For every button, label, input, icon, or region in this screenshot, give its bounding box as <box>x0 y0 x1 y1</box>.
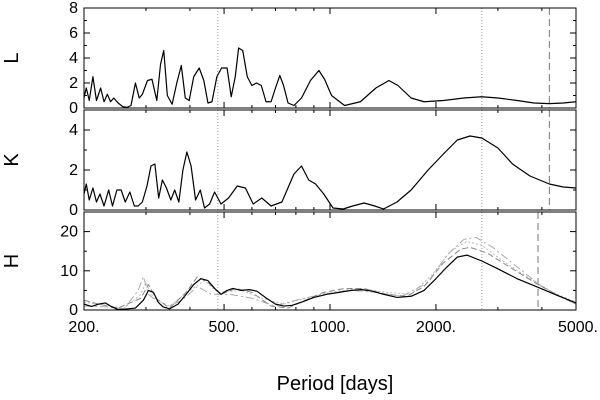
y-tick-label: 4 <box>69 122 78 139</box>
panel-label-l: L <box>1 52 23 63</box>
y-tick-label: 6 <box>69 25 78 42</box>
series-line-h-dashed <box>84 246 576 309</box>
series-line-l-solid <box>84 47 576 108</box>
panel-l: 0 2 4 6 8 L <box>1 0 577 117</box>
y-tick-label: 2 <box>69 162 78 179</box>
y-tick-label: 4 <box>69 50 78 67</box>
series-line-h-dashdot <box>84 236 576 310</box>
y-tick-label: 2 <box>69 75 78 92</box>
series-line-k-solid <box>84 135 576 210</box>
series-line-h-dotted <box>84 240 576 309</box>
x-tick-label: 500. <box>208 319 239 336</box>
panel-h: 0 10 20 H <box>1 211 577 319</box>
series-line-h-solid <box>84 254 576 310</box>
y-tick-label: 0 <box>69 202 78 219</box>
x-tick-label: 1000. <box>310 319 350 336</box>
panel-label-k: K <box>1 153 23 167</box>
x-tick-label: 5000. <box>558 319 598 336</box>
y-tick-label: 0 <box>69 302 78 319</box>
y-tick-label: 10 <box>60 263 78 280</box>
y-tick-label: 8 <box>69 0 78 17</box>
x-tick-label: 200. <box>68 319 99 336</box>
panel-frame <box>83 211 577 311</box>
panel-label-h: H <box>1 254 23 268</box>
panel-k: 0 2 4 K <box>1 109 577 219</box>
y-tick-label: 20 <box>60 224 78 241</box>
y-tick-label: 0 <box>69 100 78 117</box>
x-axis-title: Period [days] <box>277 373 394 395</box>
x-tick-label: 2000. <box>416 319 456 336</box>
